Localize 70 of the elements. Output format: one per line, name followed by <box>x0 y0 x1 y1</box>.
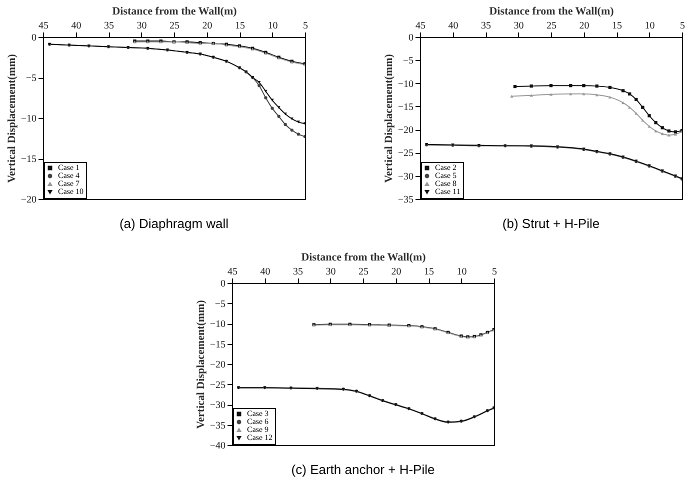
legend-label: Case 6 <box>246 417 268 426</box>
x-tick-label: 25 <box>546 20 556 32</box>
legend-label: Case 5 <box>435 171 457 180</box>
x-tick-label: 5 <box>303 20 308 32</box>
x-tick-label: 10 <box>644 20 655 32</box>
legend-label: Case 11 <box>435 187 460 196</box>
legend-label: Case 1 <box>58 163 80 172</box>
y-axis-title: Vertical Displacement(mm) <box>382 54 395 183</box>
y-tick-label: −15 <box>398 102 414 113</box>
y-tick-label: −5 <box>26 73 36 84</box>
x-tick-label: 5 <box>680 20 685 32</box>
y-tick-label: −30 <box>209 400 225 411</box>
y-tick-label: −20 <box>398 125 414 136</box>
y-tick-label: −25 <box>398 148 414 160</box>
y-tick-label: −25 <box>209 380 225 391</box>
legend-label: Case 7 <box>58 179 80 188</box>
y-tick-label: −35 <box>398 194 414 206</box>
x-tick-label: 25 <box>358 266 368 278</box>
x-tick-label: 15 <box>424 266 434 278</box>
x-tick-label: 40 <box>448 20 458 32</box>
x-tick-label: 30 <box>514 20 524 32</box>
legend-label: Case 9 <box>246 425 268 434</box>
x-tick-label: 5 <box>492 266 496 278</box>
x-tick-label: 45 <box>416 20 426 32</box>
y-tick-label: −10 <box>398 78 414 90</box>
x-tick-label: 30 <box>136 20 147 32</box>
x-axis-title: Distance from the Wall(m) <box>112 6 238 18</box>
y-tick-label: −30 <box>398 171 414 182</box>
x-tick-label: 35 <box>292 266 302 278</box>
legend-label: Case 12 <box>246 433 272 442</box>
y-tick-label: −5 <box>214 298 225 310</box>
x-tick-label: 45 <box>227 266 237 278</box>
x-tick-label: 40 <box>71 20 82 32</box>
text: (a) Diaphragm wall <box>119 216 229 231</box>
y-tick-label: −5 <box>402 56 414 67</box>
x-tick-label: 30 <box>325 266 336 278</box>
x-tick-label: 40 <box>260 266 270 278</box>
y-tick-label: −15 <box>209 339 225 350</box>
x-tick-label: 25 <box>170 20 180 32</box>
x-tick-label: 10 <box>268 20 278 32</box>
y-axis-title: Vertical Displacement(mm) <box>6 54 18 183</box>
text: (c) Earth anchor + H-Pile <box>290 462 434 477</box>
y-tick-label: −20 <box>20 194 36 206</box>
x-tick-label: 20 <box>202 20 212 32</box>
y-tick-label: −10 <box>20 114 36 124</box>
x-tick-label: 20 <box>579 20 590 32</box>
y-tick-label: −20 <box>209 360 225 370</box>
x-tick-label: 20 <box>390 266 401 278</box>
y-tick-label: −35 <box>209 420 225 432</box>
x-axis-title: Distance from the Wall(m) <box>489 6 614 18</box>
x-tick-label: 15 <box>235 20 245 32</box>
legend-label: Case 2 <box>435 163 457 172</box>
y-tick-label: 0 <box>32 32 36 44</box>
y-tick-label: 0 <box>220 278 225 290</box>
text: (b) Strut + H-Pile <box>502 216 600 231</box>
x-tick-label: 35 <box>104 20 114 32</box>
legend-label: Case 3 <box>246 409 268 418</box>
x-tick-label: 45 <box>38 20 48 32</box>
legend-label: Case 4 <box>58 171 80 180</box>
y-tick-label: −15 <box>20 154 36 165</box>
x-tick-label: 35 <box>481 20 491 32</box>
y-tick-label: −10 <box>209 319 225 330</box>
x-tick-label: 15 <box>612 20 622 32</box>
y-tick-label: 0 <box>408 32 414 44</box>
legend-label: Case 10 <box>58 187 84 196</box>
legend-label: Case 8 <box>435 179 457 188</box>
x-tick-label: 10 <box>456 266 466 278</box>
y-tick-label: −40 <box>209 440 225 452</box>
y-axis-title: Vertical Displacement(mm) <box>194 300 206 429</box>
x-axis-title: Distance from the Wall(m) <box>300 252 426 264</box>
